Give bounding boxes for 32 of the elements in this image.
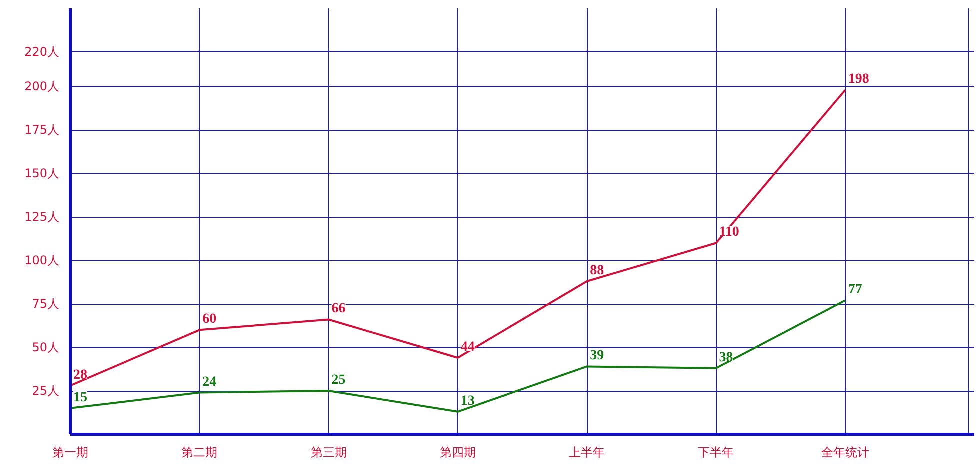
y-tick-label: 25人 bbox=[32, 384, 60, 398]
x-tick-label: 全年统计 bbox=[821, 446, 870, 460]
y-tick-label: 175人 bbox=[24, 123, 60, 138]
y-tick-label: 150人 bbox=[24, 166, 60, 181]
line-series bbox=[70, 300, 846, 413]
data-label: 60 bbox=[202, 312, 217, 328]
y-tick-label: 75人 bbox=[32, 297, 60, 312]
x-tick-label: 下半年 bbox=[698, 446, 734, 460]
data-label: 13 bbox=[460, 394, 475, 409]
data-label: 44 bbox=[460, 340, 475, 355]
x-tick-label: 第四期 bbox=[440, 446, 476, 460]
data-label: 24 bbox=[202, 374, 217, 390]
data-label: 15 bbox=[74, 390, 88, 406]
data-label: 28 bbox=[74, 368, 88, 383]
y-tick-label: 50人 bbox=[32, 340, 60, 355]
x-tick-label: 第一期 bbox=[52, 446, 88, 460]
data-label: 198 bbox=[848, 72, 870, 88]
x-tick-label: 上半年 bbox=[569, 446, 606, 460]
y-tick-label: 125人 bbox=[24, 210, 60, 224]
line-series bbox=[70, 89, 846, 387]
data-label: 38 bbox=[719, 350, 734, 366]
data-label: 39 bbox=[590, 348, 604, 364]
y-tick-label: 100人 bbox=[24, 254, 60, 268]
y-tick-label: 200人 bbox=[24, 80, 60, 94]
x-tick-label: 第三期 bbox=[310, 446, 347, 460]
data-label: 88 bbox=[590, 263, 604, 278]
data-label: 77 bbox=[848, 282, 862, 298]
y-tick-label: 220人 bbox=[24, 44, 60, 59]
x-tick-label: 第二期 bbox=[182, 446, 218, 460]
data-label: 110 bbox=[719, 225, 740, 240]
data-label: 25 bbox=[332, 373, 346, 388]
data-label: 66 bbox=[332, 302, 346, 317]
